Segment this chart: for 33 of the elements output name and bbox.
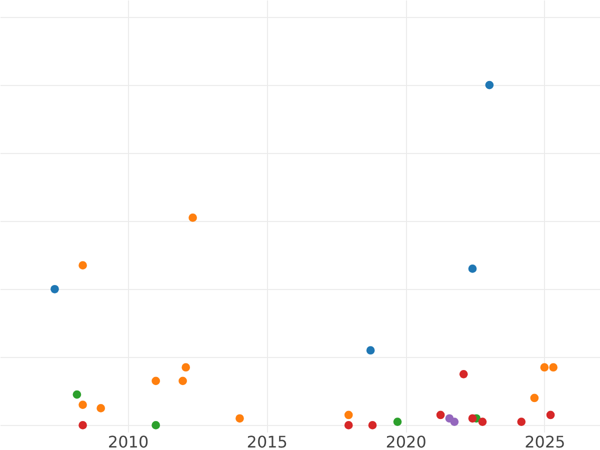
point bbox=[517, 418, 526, 426]
point bbox=[78, 400, 87, 409]
point bbox=[344, 421, 353, 430]
point bbox=[468, 264, 477, 273]
point bbox=[178, 376, 187, 386]
point bbox=[344, 410, 353, 420]
point bbox=[50, 284, 59, 294]
point bbox=[436, 410, 445, 420]
x-tick-label: 2020 bbox=[386, 432, 426, 450]
point bbox=[96, 404, 106, 412]
point bbox=[236, 414, 244, 423]
x-tick-label: 2010 bbox=[108, 432, 149, 450]
point bbox=[78, 421, 87, 430]
point bbox=[540, 363, 549, 372]
point bbox=[393, 418, 402, 426]
point bbox=[450, 418, 459, 426]
point bbox=[459, 370, 468, 378]
point bbox=[549, 363, 558, 372]
point bbox=[182, 363, 190, 372]
point bbox=[72, 390, 82, 399]
point bbox=[188, 214, 197, 222]
point bbox=[478, 418, 487, 426]
point bbox=[468, 414, 477, 423]
point bbox=[152, 421, 160, 430]
x-tick-label: 2015 bbox=[246, 432, 288, 450]
point bbox=[530, 394, 539, 402]
point bbox=[546, 410, 555, 420]
point bbox=[78, 261, 87, 270]
point bbox=[152, 376, 160, 386]
x-tick-label: 2025 bbox=[524, 432, 566, 450]
point bbox=[485, 80, 494, 90]
point bbox=[368, 421, 377, 430]
point bbox=[366, 346, 375, 355]
